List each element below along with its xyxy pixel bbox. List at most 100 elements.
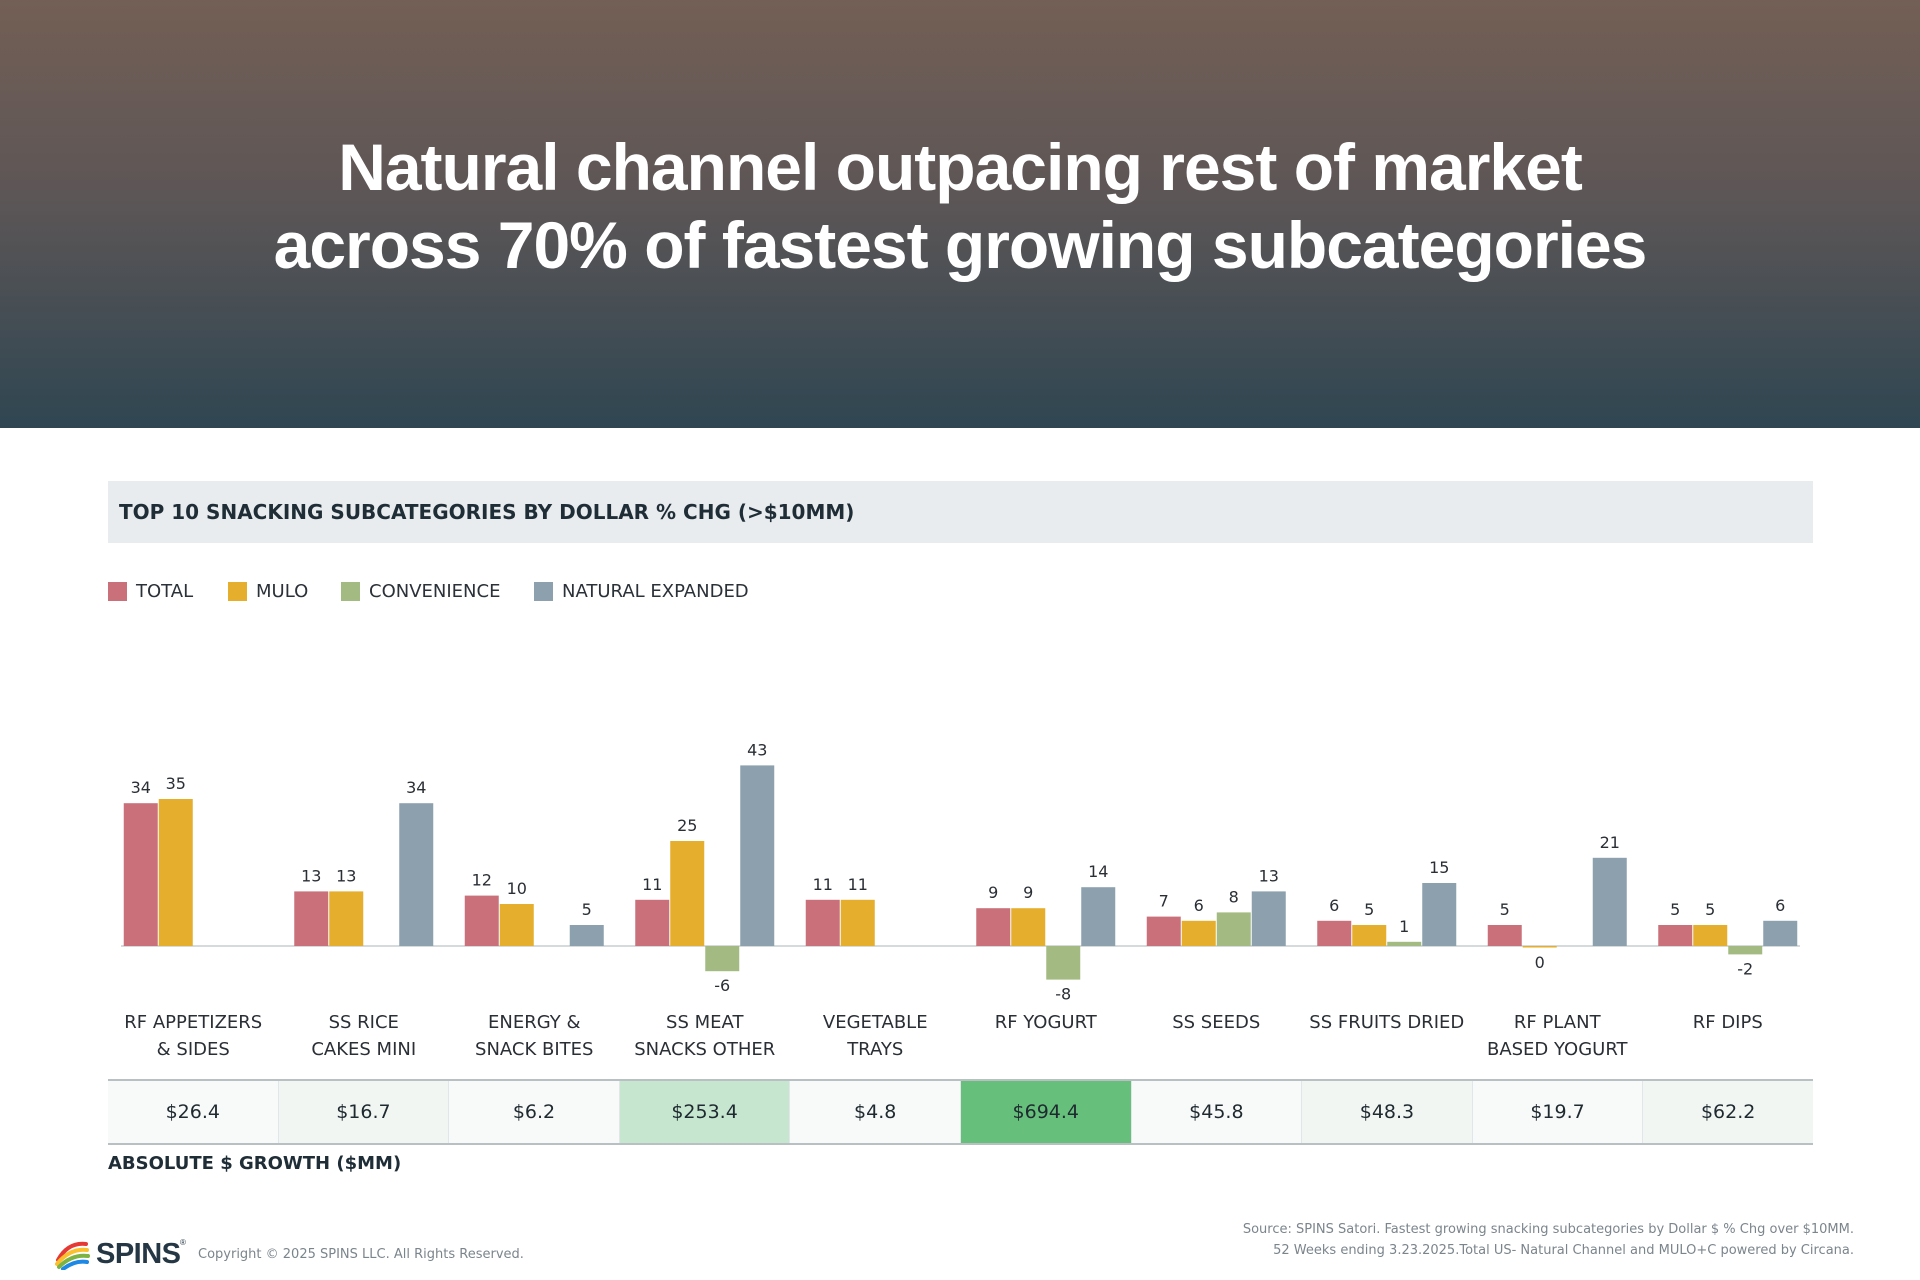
- data-label: 13: [301, 866, 321, 885]
- growth-cell: $45.8: [1131, 1081, 1303, 1143]
- data-label: 35: [166, 774, 186, 793]
- data-label: 34: [406, 778, 426, 797]
- legend-label-total: TOTAL: [136, 581, 194, 602]
- bar-total: [1317, 920, 1352, 946]
- bar-natural-expanded: [1251, 891, 1286, 946]
- category-label: CAKES MINI: [311, 1039, 416, 1060]
- bar-chart: 34 35 RF APPETIZERS & SIDES 13 13 34 SS RICE CAK…: [121, 740, 1800, 1060]
- bar-natural-expanded: [569, 925, 604, 946]
- page-title-line-2: across 70% of fastest growing subcategor…: [273, 208, 1648, 282]
- source-line-1: Source: SPINS Satori. Fastest growing sn…: [1242, 1222, 1854, 1237]
- bar-natural-expanded: [1081, 887, 1116, 946]
- page-title: Natural channel outpacing rest of market…: [0, 128, 1920, 284]
- bar-total: [805, 899, 840, 946]
- source-line-2: 52 Weeks ending 3.23.2025.Total US- Natu…: [1273, 1243, 1854, 1258]
- data-label: 1: [1399, 917, 1409, 936]
- bar-mulo: [1181, 920, 1216, 946]
- data-label: 0: [1535, 953, 1545, 972]
- bar-convenience: [705, 946, 740, 972]
- source-note: Source: SPINS Satori. Fastest growing sn…: [1243, 1219, 1854, 1261]
- data-label: 5: [1670, 900, 1680, 919]
- bar-natural-expanded: [1422, 883, 1457, 946]
- category-label: & SIDES: [157, 1039, 230, 1060]
- data-label: 11: [642, 875, 662, 894]
- bar-convenience: [1216, 912, 1251, 946]
- bar-mulo: [1011, 908, 1046, 946]
- data-label: 15: [1429, 858, 1449, 877]
- absolute-growth-caption: ABSOLUTE $ GROWTH ($MM): [108, 1153, 402, 1174]
- absolute-growth-table: $26.4 $16.7 $6.2 $253.4 $4.8 $694.4 $45.…: [108, 1079, 1813, 1145]
- data-label: -8: [1055, 985, 1071, 1004]
- data-label: 14: [1088, 862, 1108, 881]
- category-label: TRAYS: [846, 1039, 903, 1060]
- bar-natural-expanded: [399, 803, 434, 946]
- bar-convenience: [1387, 941, 1422, 946]
- bar-natural-expanded: [740, 765, 775, 946]
- data-label: 13: [336, 866, 356, 885]
- data-label: 8: [1229, 887, 1239, 906]
- growth-cell: $62.2: [1643, 1081, 1813, 1143]
- category-label: RF YOGURT: [995, 1012, 1098, 1033]
- data-label: 5: [1364, 900, 1374, 919]
- bar-natural-expanded: [1592, 857, 1627, 946]
- bar-convenience: [1046, 946, 1081, 980]
- data-label: 7: [1159, 892, 1169, 911]
- legend-swatch-mulo: [228, 582, 247, 601]
- bar-total: [1658, 925, 1693, 946]
- data-label: 6: [1194, 896, 1204, 915]
- category-label: SS SEEDS: [1172, 1012, 1260, 1033]
- data-label: -2: [1737, 959, 1753, 978]
- category-label: RF APPETIZERS: [124, 1012, 262, 1033]
- legend-swatch-total: [108, 582, 127, 601]
- bar-mulo: [329, 891, 364, 946]
- data-label: 5: [1705, 900, 1715, 919]
- chart-title: TOP 10 SNACKING SUBCATEGORIES BY DOLLAR …: [119, 500, 855, 524]
- data-label: 12: [472, 871, 492, 890]
- data-label: -6: [714, 976, 730, 995]
- bar-total: [1146, 916, 1181, 946]
- category-label: SNACKS OTHER: [634, 1039, 775, 1060]
- data-label: 21: [1600, 833, 1620, 852]
- bar-total: [464, 895, 499, 946]
- bar-total: [294, 891, 329, 946]
- growth-cell: $26.4: [108, 1081, 279, 1143]
- category-label: SS MEAT: [666, 1012, 744, 1033]
- bar-mulo: [158, 799, 193, 946]
- bar-mulo: [840, 899, 875, 946]
- data-label: 6: [1329, 896, 1339, 915]
- bar-total: [123, 803, 158, 946]
- legend-label-natural-expanded: NATURAL EXPANDED: [562, 581, 749, 602]
- legend-swatch-natural-expanded: [534, 582, 553, 601]
- legend-swatch-convenience: [341, 582, 360, 601]
- hero-banner: Natural channel outpacing rest of market…: [0, 0, 1920, 428]
- category-label: RF DIPS: [1693, 1012, 1763, 1033]
- bar-mulo: [1693, 925, 1728, 946]
- data-label: 11: [848, 875, 868, 894]
- bar-total: [976, 908, 1011, 946]
- legend-label-mulo: MULO: [256, 581, 309, 602]
- growth-cell: $48.3: [1302, 1081, 1473, 1143]
- spins-logo-mark-icon: [55, 1241, 90, 1270]
- spins-logo: SPINS ®: [54, 1236, 194, 1272]
- bar-mulo: [499, 904, 534, 946]
- data-label: 5: [582, 900, 592, 919]
- spins-logo-text: SPINS: [96, 1238, 181, 1270]
- growth-cell: $19.7: [1472, 1081, 1644, 1143]
- data-label: 5: [1500, 900, 1510, 919]
- growth-cell: $4.8: [790, 1081, 961, 1143]
- growth-cell: $253.4: [619, 1081, 791, 1143]
- bar-mulo: [1522, 946, 1557, 948]
- bar-total: [635, 899, 670, 946]
- category-label: VEGETABLE: [823, 1012, 928, 1033]
- growth-cell: $16.7: [278, 1081, 450, 1143]
- bar-mulo: [670, 841, 705, 946]
- data-label: 9: [1023, 883, 1033, 902]
- category-label: SS RICE: [329, 1012, 399, 1033]
- category-label: SS FRUITS DRIED: [1309, 1012, 1464, 1033]
- bar-convenience: [1728, 946, 1763, 955]
- data-label: 43: [747, 740, 767, 759]
- category-label: SNACK BITES: [475, 1039, 593, 1060]
- copyright-text: Copyright © 2025 SPINS LLC. All Rights R…: [198, 1247, 524, 1262]
- category-label: RF PLANT: [1514, 1012, 1602, 1033]
- growth-cell: $6.2: [449, 1081, 620, 1143]
